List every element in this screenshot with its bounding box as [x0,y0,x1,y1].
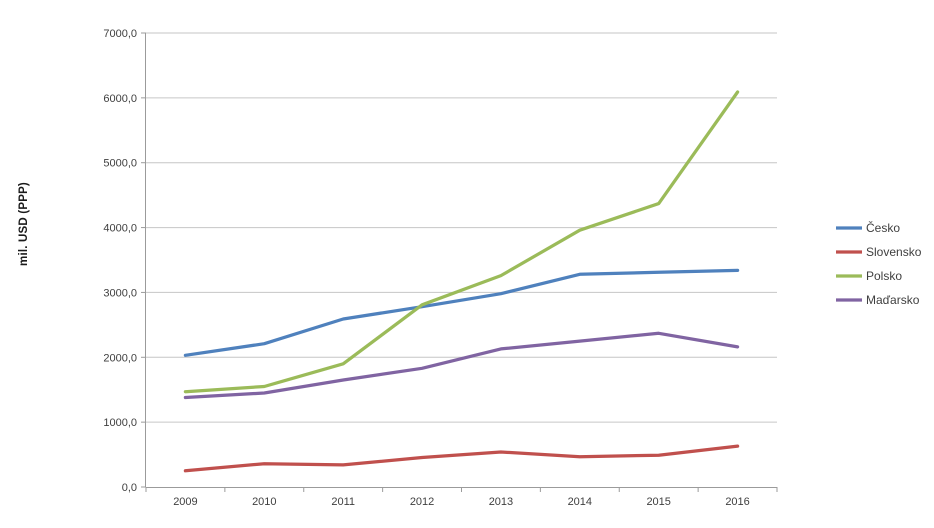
legend-label-polsko: Polsko [866,269,902,283]
x-axis-tick-label: 2014 [568,496,592,508]
series-line-česko [183,268,740,357]
legend-label-slovensko: Slovensko [866,245,922,259]
x-axis-tick-label: 2015 [646,496,670,508]
y-axis-tick-label: 5000,0 [103,158,137,170]
x-axis-tick-label: 2012 [410,496,434,508]
y-axis-tick-label: 7000,0 [103,28,137,40]
legend-label-maďarsko: Maďarsko [866,293,920,307]
y-axis-tick-label: 0,0 [122,482,137,494]
x-axis-tick-label: 2016 [725,496,749,508]
y-axis-tick-label: 3000,0 [103,287,137,299]
y-axis-tick-label: 4000,0 [103,223,137,235]
y-axis-tick-label: 1000,0 [103,417,137,429]
x-axis-tick-label: 2013 [489,496,513,508]
x-axis-tick-label: 2011 [331,496,355,508]
legend-label-česko: Česko [866,220,900,235]
y-axis-tick-label: 2000,0 [103,352,137,364]
series-line-slovensko [183,444,740,473]
x-axis-tick-label: 2010 [252,496,276,508]
series-line-polsko [183,90,740,394]
y-axis-tick-label: 6000,0 [103,93,137,105]
series-line-maďarsko [183,331,740,400]
x-axis-tick-label: 2009 [173,496,197,508]
